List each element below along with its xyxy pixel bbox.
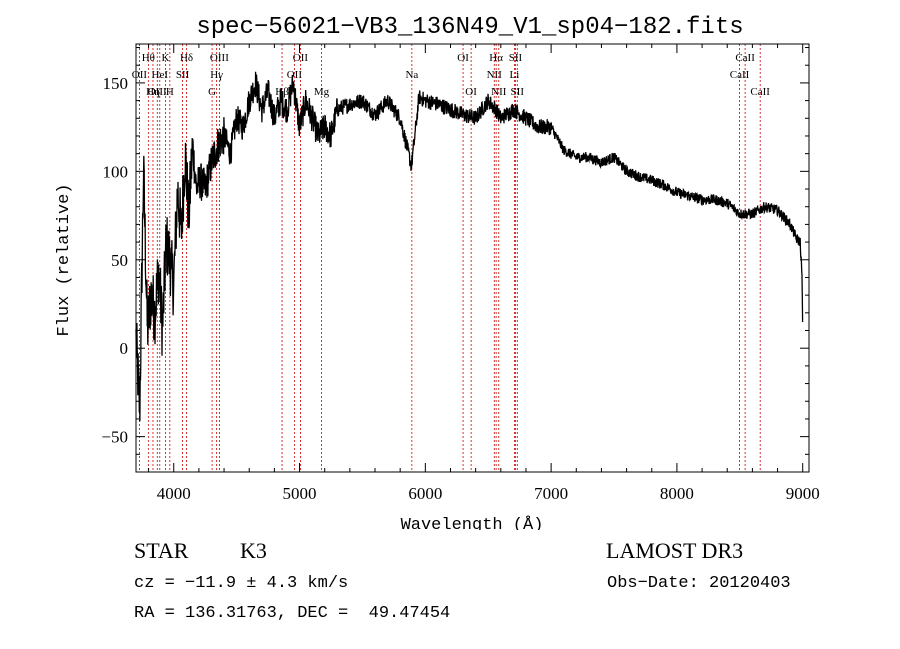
y-axis-label: Flux (relative) [55,183,74,336]
spectrum-series-line [135,71,804,422]
x-tick-label-4: 8000 [660,484,694,503]
object-type: STAR [134,538,189,563]
redshift-velocity: cz = −11.9 ± 4.3 km/s [134,574,349,593]
marker-label-9: OIII [210,52,229,64]
axis-ticks [136,44,809,472]
y-tick-label-1: 0 [120,339,129,358]
sky-coordinates: RA = 136.31763, DEC = 49.47454 [134,604,451,623]
y-tick-label-4: 150 [103,74,129,93]
x-tick-label-0: 4000 [157,484,191,503]
x-axis-label: Wavelength (Å) [401,516,544,530]
chart-title: spec−56021−VB3_136N49_V1_sp04−182.fits [196,14,743,41]
marker-label-22: Li [509,69,519,81]
marker-label-21: NII [487,69,503,81]
marker-label-19: Hα [489,52,503,64]
marker-label-26: CaII [730,69,750,81]
marker-label-2: OIII [148,86,167,98]
y-tick-label-0: −50 [101,428,128,447]
y-tick-label-2: 50 [111,251,128,270]
x-tick-label-1: 5000 [283,484,317,503]
marker-label-7: H [166,86,174,98]
marker-label-11: G [208,86,216,98]
survey-name: LAMOST DR3 [606,538,744,563]
marker-label-0: Hθ [142,52,155,64]
y-tick-label-3: 100 [103,162,129,181]
spectrum-chart: spec−56021−VB3_136N49_V1_sp04−182.fits H… [55,14,820,530]
emission-line-markers [138,44,761,472]
axis-tick-labels: 4000 5000 6000 7000 8000 9000 −50 0 50 100 150 [101,74,819,503]
marker-label-23: NII [491,86,507,98]
marker-label-10: Hγ [210,69,223,81]
x-tick-label-2: 6000 [408,484,442,503]
marker-label-24: SII [511,86,525,98]
plot-frame [135,43,810,473]
marker-label-8: Hδ [180,52,193,64]
x-tick-label-3: 7000 [534,484,568,503]
marker-label-18: OI [465,86,477,98]
marker-label-1: OII [132,69,148,81]
marker-label-6: SII [176,69,190,81]
marker-label-27: CaII [750,86,770,98]
marker-label-16: Na [405,69,418,81]
marker-label-25: CaII [735,52,755,64]
marker-label-17: OI [457,52,469,64]
observation-date: Obs−Date: 20120403 [607,574,791,593]
marker-label-15: Mg [314,86,330,98]
marker-label-12: OII [293,52,309,64]
marker-label-5: Hη [146,86,160,98]
marker-label-20: SII [509,52,523,64]
marker-label-4: HeI [152,69,169,81]
x-tick-label-5: 9000 [786,484,820,503]
marker-label-3: K [161,52,169,64]
spectral-class: K3 [240,538,267,563]
marker-label-13: OII [287,69,303,81]
